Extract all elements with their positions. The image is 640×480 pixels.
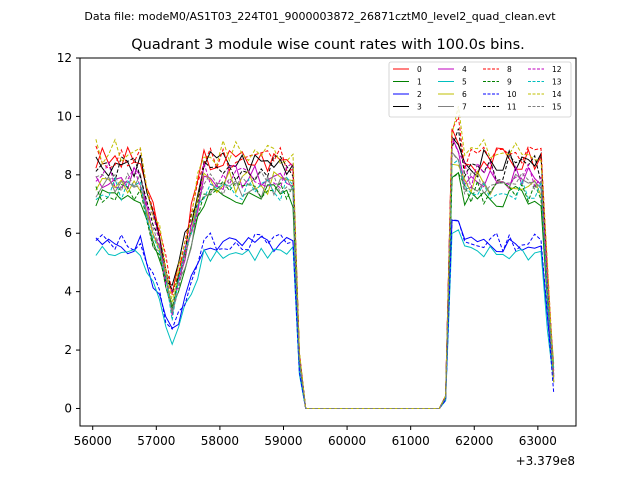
x-offset-label: +3.379e8: [516, 454, 575, 468]
x-tick-label: 62000: [455, 434, 493, 448]
legend-label: 0: [417, 65, 422, 74]
legend-label: 8: [507, 65, 512, 74]
x-tick-label: 61000: [392, 434, 430, 448]
legend-label: 7: [462, 103, 467, 112]
legend-label: 5: [462, 78, 467, 87]
y-tick-label: 12: [57, 51, 72, 65]
y-tick-label: 6: [64, 226, 72, 240]
y-tick-label: 2: [64, 343, 72, 357]
x-tick-label: 60000: [328, 434, 366, 448]
legend-label: 4: [462, 65, 467, 74]
legend-box: [388, 61, 572, 118]
legend-label: 3: [417, 103, 422, 112]
legend-label: 6: [462, 90, 467, 99]
series-line-8: [95, 115, 555, 409]
x-axis: 56000 57000 58000 59000 60000 61000 62000 63000: [74, 426, 557, 448]
legend-label: 9: [507, 78, 512, 87]
y-tick-label: 10: [57, 109, 72, 123]
y-axis: 0 2 4 6 8 10 12: [57, 51, 80, 415]
legend-label: 11: [507, 103, 517, 112]
y-tick-label: 4: [64, 285, 72, 299]
x-tick-label: 59000: [264, 434, 302, 448]
y-tick-label: 8: [64, 168, 72, 182]
legend-label: 2: [417, 90, 422, 99]
legend-label: 15: [552, 103, 562, 112]
x-tick-label: 63000: [519, 434, 557, 448]
y-tick-label: 0: [64, 401, 72, 415]
chart-suptitle: Data file: modeM0/AS1T03_224T01_90000038…: [84, 10, 556, 23]
series-line-14: [95, 106, 555, 409]
x-tick-label: 58000: [201, 434, 239, 448]
x-tick-label: 57000: [137, 434, 175, 448]
legend-label: 10: [507, 90, 517, 99]
legend-label: 14: [552, 90, 562, 99]
legend-label: 13: [552, 78, 562, 87]
axes-frame: [79, 57, 577, 427]
x-tick-label: 56000: [74, 434, 112, 448]
series-layer: [95, 106, 555, 409]
plot-area: [79, 57, 577, 427]
chart-title: Quadrant 3 module wise count rates with …: [131, 37, 525, 53]
legend-label: 1: [417, 78, 422, 87]
legend-label: 12: [552, 65, 562, 74]
